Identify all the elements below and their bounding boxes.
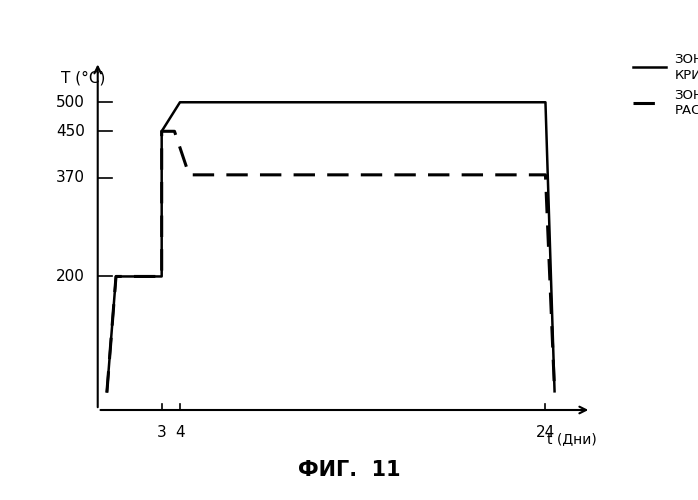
Text: 500: 500 bbox=[56, 95, 85, 110]
Text: 4: 4 bbox=[175, 424, 185, 440]
Text: t (Дни): t (Дни) bbox=[547, 432, 597, 446]
Legend: ЗОНА
КРИСТАЛЛИЗАЦИИ, ЗОНА
РАСТВОРЕНИЯ: ЗОНА КРИСТАЛЛИЗАЦИИ, ЗОНА РАСТВОРЕНИЯ bbox=[634, 53, 698, 117]
Text: T (°C): T (°C) bbox=[61, 70, 105, 86]
Text: 24: 24 bbox=[536, 424, 555, 440]
Text: ФИГ.  11: ФИГ. 11 bbox=[297, 460, 401, 480]
Text: 200: 200 bbox=[56, 269, 85, 284]
Text: 370: 370 bbox=[56, 170, 85, 185]
Text: 3: 3 bbox=[157, 424, 167, 440]
Text: 450: 450 bbox=[56, 124, 85, 139]
